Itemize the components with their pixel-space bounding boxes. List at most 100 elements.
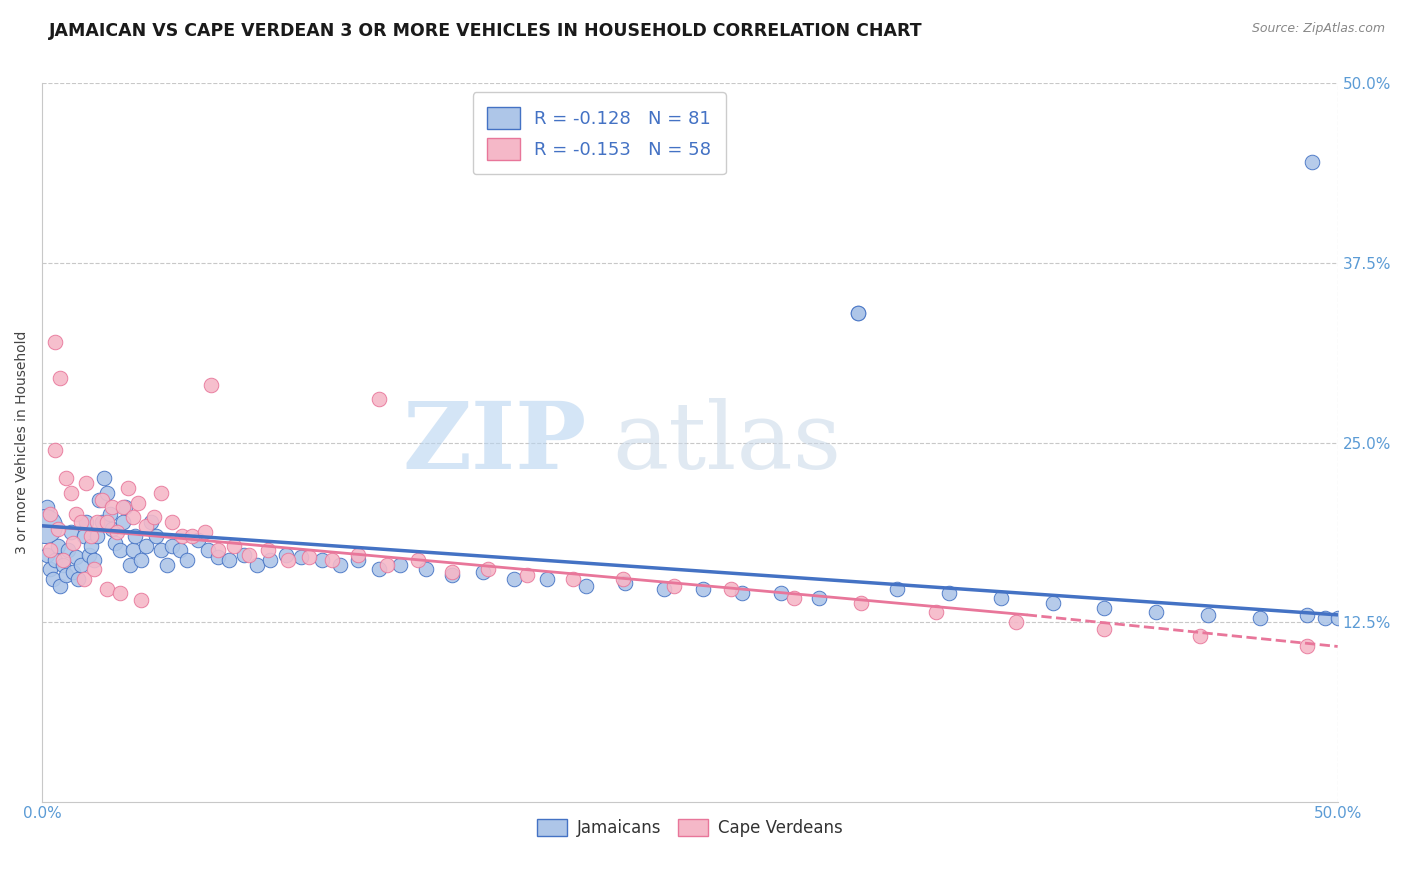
Point	[290, 550, 312, 565]
Point	[98, 508, 121, 522]
Point	[516, 567, 538, 582]
Point	[172, 529, 194, 543]
Point	[37, 548, 59, 562]
Point	[41, 572, 63, 586]
Point	[194, 524, 217, 539]
Point	[477, 562, 499, 576]
Point	[67, 572, 90, 586]
Point	[731, 586, 754, 600]
Legend: Jamaicans, Cape Verdeans: Jamaicans, Cape Verdeans	[530, 812, 849, 844]
Point	[368, 562, 391, 576]
Point	[122, 543, 145, 558]
Point	[49, 579, 72, 593]
Point	[1005, 615, 1028, 629]
Point	[238, 548, 260, 562]
Point	[612, 572, 634, 586]
Point	[1094, 622, 1116, 636]
Point	[124, 529, 146, 543]
Point	[96, 515, 118, 529]
Point	[65, 550, 87, 565]
Point	[75, 475, 97, 490]
Point	[145, 529, 167, 543]
Text: Source: ZipAtlas.com: Source: ZipAtlas.com	[1251, 22, 1385, 36]
Point	[347, 553, 370, 567]
Point	[1197, 607, 1219, 622]
Point	[37, 500, 59, 515]
Point	[108, 543, 131, 558]
Point	[207, 543, 229, 558]
Point	[440, 565, 463, 579]
Point	[150, 543, 173, 558]
Point	[83, 553, 105, 567]
Point	[846, 306, 869, 320]
Point	[347, 548, 370, 562]
Point	[1249, 611, 1271, 625]
Point	[139, 515, 162, 529]
Point	[925, 605, 948, 619]
Point	[39, 543, 62, 558]
Point	[311, 553, 333, 567]
Point	[111, 500, 134, 515]
Point	[274, 548, 297, 562]
Point	[111, 515, 134, 529]
Point	[127, 496, 149, 510]
Point	[55, 567, 77, 582]
Point	[1295, 640, 1317, 654]
Text: atlas: atlas	[612, 398, 841, 488]
Point	[77, 548, 100, 562]
Point	[108, 586, 131, 600]
Point	[207, 550, 229, 565]
Point	[1144, 605, 1167, 619]
Point	[59, 524, 82, 539]
Point	[181, 529, 204, 543]
Point	[769, 586, 792, 600]
Point	[155, 558, 177, 572]
Point	[142, 510, 165, 524]
Point	[80, 539, 103, 553]
Point	[808, 591, 831, 605]
Point	[104, 536, 127, 550]
Point	[86, 529, 108, 543]
Point	[218, 553, 240, 567]
Point	[692, 582, 714, 596]
Point	[222, 539, 245, 553]
Point	[120, 558, 142, 572]
Point	[46, 522, 69, 536]
Point	[169, 543, 191, 558]
Point	[135, 518, 157, 533]
Y-axis label: 3 or more Vehicles in Household: 3 or more Vehicles in Household	[15, 331, 30, 554]
Point	[1326, 611, 1348, 625]
Point	[256, 543, 278, 558]
Point	[368, 392, 391, 407]
Point	[160, 539, 183, 553]
Point	[80, 529, 103, 543]
Point	[44, 553, 66, 567]
Point	[150, 485, 173, 500]
Point	[329, 558, 352, 572]
Point	[59, 485, 82, 500]
Point	[388, 558, 411, 572]
Point	[375, 558, 398, 572]
Point	[52, 558, 75, 572]
Point	[782, 591, 804, 605]
Point	[49, 371, 72, 385]
Point	[277, 553, 299, 567]
Point	[259, 553, 281, 567]
Point	[62, 565, 84, 579]
Point	[70, 558, 93, 572]
Point	[122, 510, 145, 524]
Point	[1301, 155, 1323, 169]
Point	[72, 572, 94, 586]
Point	[96, 582, 118, 596]
Text: ZIP: ZIP	[402, 398, 586, 488]
Point	[502, 572, 524, 586]
Point	[86, 515, 108, 529]
Point	[720, 582, 742, 596]
Point	[298, 550, 321, 565]
Point	[614, 576, 637, 591]
Point	[44, 334, 66, 349]
Point	[1189, 629, 1212, 643]
Point	[406, 553, 429, 567]
Point	[846, 306, 869, 320]
Point	[96, 485, 118, 500]
